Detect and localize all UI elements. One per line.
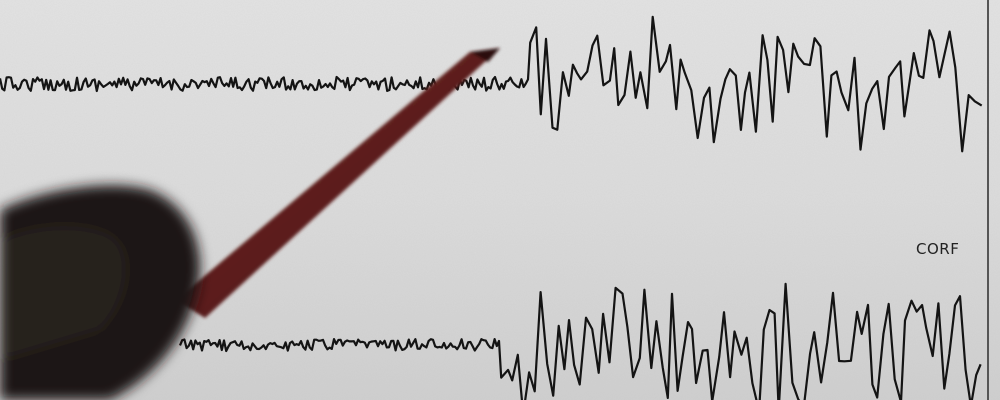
station-label: CORF (916, 240, 960, 258)
upper-seismogram-trace (0, 15, 983, 153)
pencil-icon (176, 48, 500, 318)
lower-seismogram-trace (178, 282, 982, 400)
hand-silhouette (0, 185, 200, 400)
